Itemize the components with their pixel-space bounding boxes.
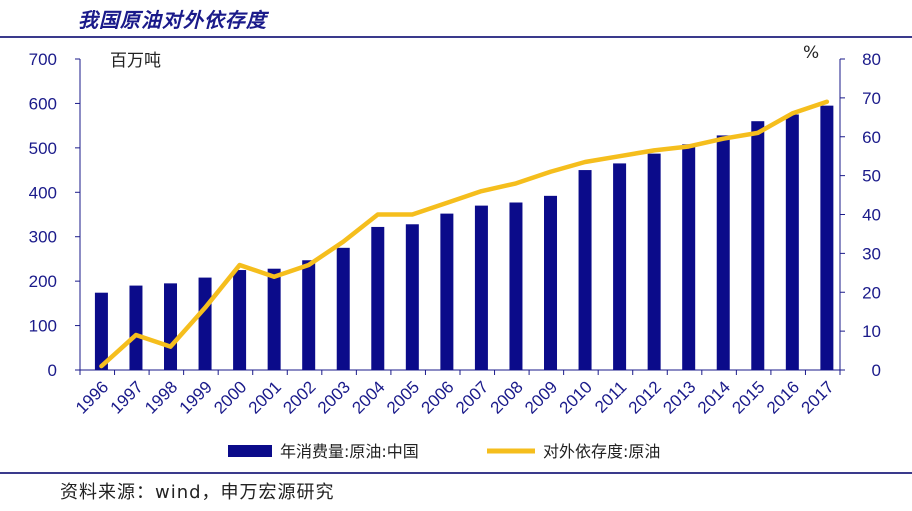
x-tick-label: 2008: [487, 377, 527, 417]
left-tick-label: 200: [29, 272, 57, 291]
bar-2004: [371, 226, 385, 370]
left-tick-label: 100: [29, 317, 57, 336]
left-tick-label: 700: [29, 50, 57, 69]
bar-2001: [267, 268, 281, 370]
bar-1996: [94, 292, 108, 370]
source-note: 资料来源：wind，申万宏源研究: [60, 482, 335, 503]
chart-title: 我国原油对外依存度: [78, 8, 267, 32]
bar-1997: [129, 285, 143, 370]
left-unit-label: 百万吨: [110, 51, 161, 71]
right-tick-label: 0: [872, 361, 881, 380]
x-tick-label: 2001: [245, 377, 285, 417]
x-tick-label: 2014: [694, 377, 734, 417]
x-tick-label: 2000: [210, 377, 250, 417]
x-tick-label: 2004: [348, 377, 388, 417]
bar-2003: [336, 247, 350, 370]
legend-bar-swatch: [228, 445, 272, 457]
x-tick-label: 2009: [521, 377, 561, 417]
bar-1999: [198, 277, 212, 370]
x-tick-label: 2003: [314, 377, 354, 417]
bar-2017: [820, 105, 834, 371]
x-tick-label: 2005: [383, 377, 423, 417]
x-tick-label: 1998: [141, 377, 181, 417]
legend-bar-label: 年消费量:原油:中国: [280, 442, 419, 461]
bar-2013: [682, 144, 696, 370]
bar-2000: [233, 270, 247, 370]
bar-2012: [647, 153, 661, 370]
bar-2015: [751, 121, 765, 370]
x-tick-label: 1997: [107, 377, 147, 417]
bar-2010: [578, 170, 592, 370]
left-tick-label: 500: [29, 139, 57, 158]
right-tick-label: 70: [862, 89, 881, 108]
bar-1998: [164, 283, 178, 370]
x-tick-label: 2007: [452, 377, 492, 417]
right-tick-label: 10: [862, 322, 881, 341]
x-tick-label: 2002: [279, 377, 319, 417]
right-unit-label: %: [803, 43, 819, 63]
left-tick-label: 0: [48, 361, 57, 380]
x-tick-label: 2013: [659, 377, 699, 417]
left-tick-label: 300: [29, 228, 57, 247]
chart-area: 0 100 200 300 400 500 600 700 0 10 20 30 40 50 60 70 80 百…: [29, 43, 881, 461]
bar-2005: [405, 224, 419, 370]
x-tick-label: 2011: [591, 377, 630, 416]
right-tick-label: 40: [862, 206, 881, 225]
bottom-rule: [0, 472, 912, 474]
right-tick-label: 60: [862, 128, 881, 147]
x-tick-label: 1996: [72, 377, 112, 417]
bar-2007: [474, 205, 488, 370]
x-tick-label: 2012: [625, 377, 665, 417]
x-tick-label: 2015: [728, 377, 768, 417]
bar-2002: [302, 260, 316, 370]
bar-2009: [544, 195, 558, 370]
bar-2016: [785, 114, 799, 371]
x-tick-label: 1999: [176, 377, 216, 417]
right-tick-label: 20: [862, 283, 881, 302]
bar-2014: [716, 135, 730, 370]
bar-2008: [509, 202, 523, 370]
dependency-line: [99, 99, 830, 369]
left-tick-label: 600: [29, 94, 57, 113]
right-tick-label: 80: [862, 50, 881, 69]
legend-line-label: 对外依存度:原油: [543, 442, 660, 461]
bar-2011: [613, 163, 627, 370]
x-tick-label: 2006: [418, 377, 458, 417]
right-tick-label: 50: [862, 167, 881, 186]
x-tick-label: 2016: [763, 377, 803, 417]
bar-2006: [440, 213, 454, 370]
right-tick-label: 30: [862, 244, 881, 263]
x-tick-label: 2010: [556, 377, 596, 417]
left-tick-label: 400: [29, 183, 57, 202]
x-tick-label: 2017: [798, 377, 838, 417]
top-rule: [0, 36, 912, 38]
